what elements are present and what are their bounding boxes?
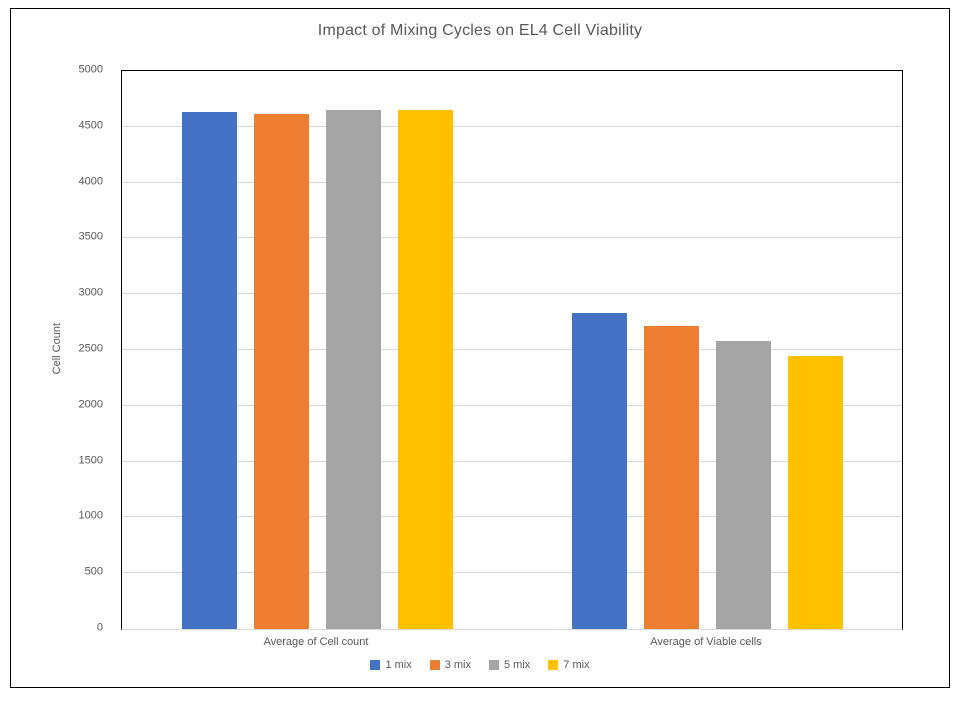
gridline [122, 349, 902, 350]
legend-swatch-icon [370, 660, 381, 670]
bar-7-mix [787, 355, 843, 629]
gridline [122, 404, 902, 406]
legend: 1 mix 3 mix 5 mix 7 mix [11, 659, 949, 671]
plot-area [121, 70, 903, 630]
bar-1-mix [571, 313, 627, 629]
y-tick-label: 2500 [78, 342, 103, 355]
bar-1-mix [181, 112, 237, 629]
chart-title: Impact of Mixing Cycles on EL4 Cell Viab… [317, 22, 643, 39]
legend-swatch-icon [548, 660, 559, 670]
x-axis-labels: Average of Cell count Average of Viable c… [121, 636, 901, 648]
legend-item-7-mix: 7 mix [548, 659, 590, 671]
y-tick-label: 500 [84, 565, 103, 578]
legend-item-3-mix: 3 mix [429, 659, 471, 671]
legend-label: 1 mix [385, 659, 412, 671]
y-tick-label: 1500 [78, 454, 103, 467]
y-tick-label: 3000 [78, 286, 103, 299]
y-tick-label: 3500 [78, 230, 103, 243]
y-tick-label: 2000 [78, 398, 103, 411]
y-tick-label: 4000 [78, 175, 103, 188]
bar-7-mix [397, 110, 453, 629]
y-tick-label: 4500 [78, 119, 103, 132]
bar-5-mix [715, 341, 771, 629]
legend-label: 5 mix [504, 659, 531, 671]
bar-5-mix [325, 109, 381, 629]
legend-item-1-mix: 1 mix [370, 659, 412, 671]
y-tick-label: 5000 [78, 63, 103, 76]
gridline [122, 181, 902, 183]
bar-3-mix [253, 113, 309, 629]
legend-label: 3 mix [444, 659, 471, 671]
chart-frame: Impact of Mixing Cycles on EL4 Cell Viab… [10, 8, 950, 688]
legend-swatch-icon [489, 660, 499, 670]
gridline [122, 460, 902, 462]
x-category-label: Average of Viable cells [650, 636, 762, 648]
y-axis-ticks: 0 500 1000 1500 2000 2500 3000 3500 4000 4500 5000 [11, 64, 111, 633]
legend-item-5-mix: 5 mix [489, 659, 530, 671]
x-category-label: Average of Cell count [263, 636, 369, 648]
gridline [122, 516, 902, 518]
gridline [122, 237, 902, 239]
gridline [122, 125, 902, 127]
y-tick-label: 1000 [78, 509, 103, 522]
bar-groups [122, 71, 902, 629]
gridline [122, 572, 902, 574]
legend-label: 7 mix [563, 659, 590, 671]
gridline [122, 293, 902, 295]
bar-group [512, 71, 902, 629]
bar-group [122, 71, 512, 629]
y-tick-label: 0 [96, 621, 103, 634]
legend-swatch-icon [429, 660, 440, 670]
bar-3-mix [643, 326, 699, 629]
